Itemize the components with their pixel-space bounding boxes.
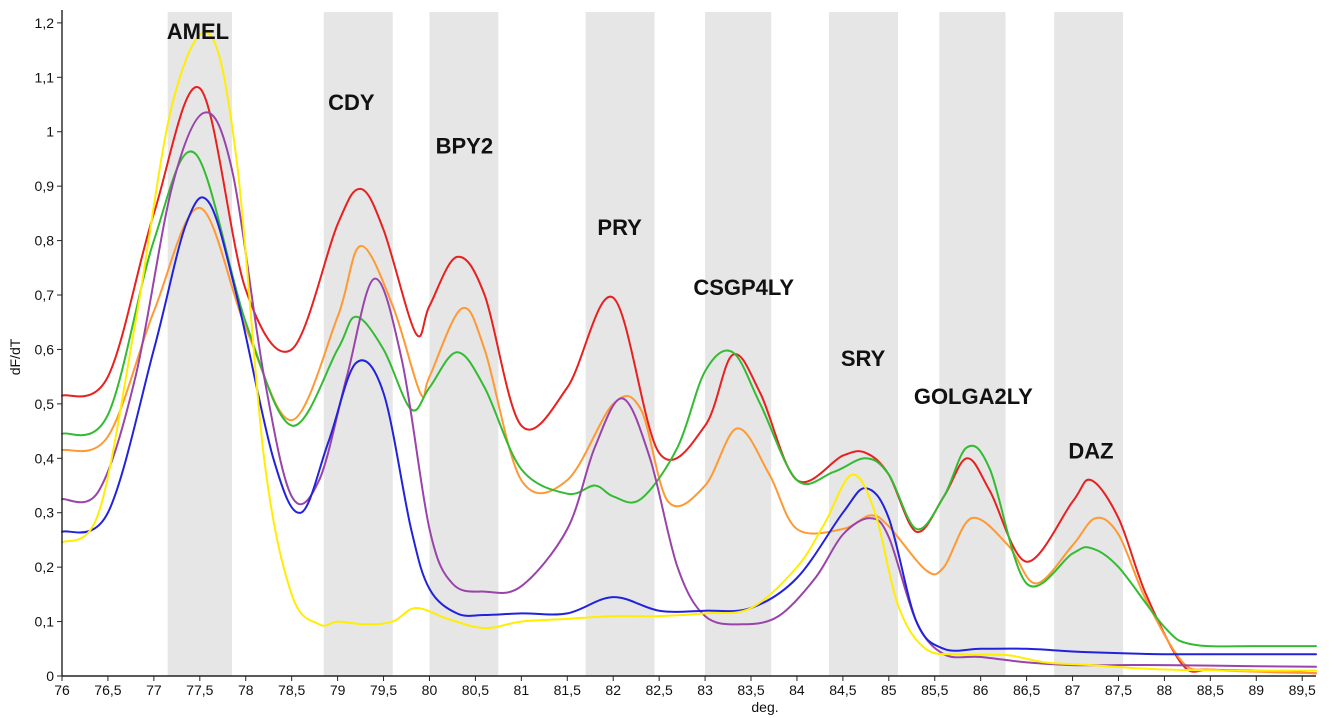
region-label: DAZ	[1068, 438, 1113, 463]
region-label: GOLGA2LY	[914, 384, 1033, 409]
x-tick-label: 76,5	[94, 682, 121, 698]
y-tick-label: 0,2	[35, 559, 55, 575]
x-axis-ticks: 76 76,5 77 77,5 78 78,5 79 79,5 80 80,5 81 81,5 82 82…	[54, 676, 1316, 698]
x-tick-label: 86,5	[1013, 682, 1040, 698]
region-label: BPY2	[436, 134, 493, 159]
y-tick-label: 0	[46, 668, 54, 684]
y-tick-label: 0,9	[35, 178, 55, 194]
region-label: SRY	[841, 346, 886, 371]
x-tick-label: 87,5	[1105, 682, 1132, 698]
y-tick-label: 1,2	[35, 15, 55, 31]
x-tick-label: 82,5	[646, 682, 673, 698]
y-tick-label: 0,3	[35, 505, 55, 521]
region-band	[585, 12, 655, 676]
x-tick-label: 78	[238, 682, 254, 698]
region-label: CDY	[328, 90, 375, 115]
x-tick-label: 80,5	[462, 682, 489, 698]
y-tick-label: 1	[46, 124, 54, 140]
y-axis-ticks: 0 0,1 0,2 0,3 0,4 0,5 0,6 0,7 0,8 0,9 1 1,1 1,2	[35, 15, 62, 684]
region-band	[167, 12, 232, 676]
x-tick-label: 88	[1157, 682, 1173, 698]
region-band	[829, 12, 898, 676]
x-tick-label: 80	[422, 682, 438, 698]
x-tick-label: 84	[789, 682, 805, 698]
region-band	[1054, 12, 1124, 676]
x-tick-label: 83,5	[737, 682, 764, 698]
y-tick-label: 0,5	[35, 396, 55, 412]
series-line	[61, 196, 1317, 656]
region-band	[429, 12, 499, 676]
y-tick-label: 1,1	[35, 69, 55, 85]
region-band	[705, 12, 772, 676]
x-axis-label: deg.	[751, 699, 778, 715]
y-tick-label: 0,8	[35, 233, 55, 249]
series-line	[61, 86, 1317, 675]
series-line	[61, 31, 1317, 672]
region-labels: AMEL CDY BPY2 PRY CSGP4LY SRY GOLGA2LY DAZ	[167, 19, 1114, 463]
y-tick-label: 0,6	[35, 341, 55, 357]
series-line	[61, 206, 1317, 675]
x-tick-label: 82	[605, 682, 621, 698]
x-tick-label: 79,5	[370, 682, 397, 698]
x-tick-label: 87	[1065, 682, 1081, 698]
region-bands	[167, 12, 1124, 676]
y-tick-label: 0,1	[35, 614, 55, 630]
x-tick-label: 85	[881, 682, 897, 698]
region-label: CSGP4LY	[693, 275, 794, 300]
y-axis-label: dF/dT	[7, 338, 23, 375]
axes	[61, 10, 1316, 677]
region-band	[939, 12, 1006, 676]
series-line	[61, 111, 1317, 668]
region-label: AMEL	[167, 19, 229, 44]
series-line	[61, 150, 1317, 648]
x-tick-label: 76	[54, 682, 70, 698]
x-tick-label: 85,5	[921, 682, 948, 698]
x-tick-label: 89	[1248, 682, 1264, 698]
x-tick-label: 81	[514, 682, 530, 698]
x-tick-label: 79	[330, 682, 346, 698]
x-tick-label: 89,5	[1289, 682, 1316, 698]
x-tick-label: 86	[973, 682, 989, 698]
x-tick-label: 77	[146, 682, 162, 698]
x-tick-label: 77,5	[186, 682, 213, 698]
y-tick-label: 0,4	[35, 450, 55, 466]
x-tick-label: 83	[697, 682, 713, 698]
x-tick-label: 88,5	[1197, 682, 1224, 698]
x-tick-label: 78,5	[278, 682, 305, 698]
x-tick-label: 81,5	[554, 682, 581, 698]
region-label: PRY	[597, 215, 642, 240]
y-tick-label: 0,7	[35, 287, 55, 303]
curve-series	[61, 31, 1317, 675]
x-tick-label: 84,5	[829, 682, 856, 698]
